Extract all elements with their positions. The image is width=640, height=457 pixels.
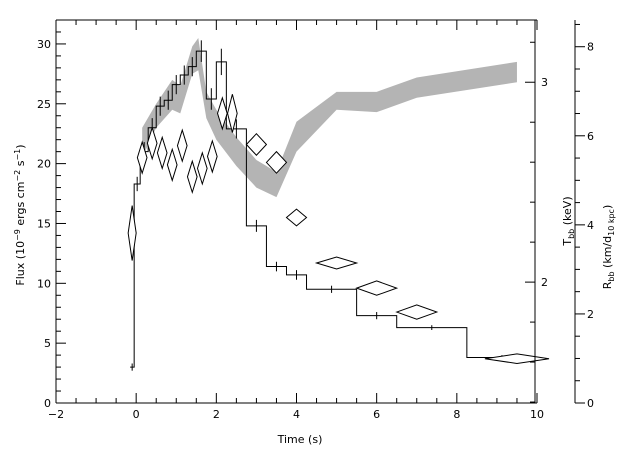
radius-tick-label: 8 bbox=[587, 41, 594, 54]
temperature-band bbox=[142, 37, 517, 198]
temperature-tick-label: 2 bbox=[541, 276, 548, 289]
radius-diamond bbox=[484, 353, 550, 365]
x-axis-label: Time (s) bbox=[277, 433, 323, 446]
radius-diamond bbox=[186, 159, 198, 195]
radius-tick-label: 0 bbox=[587, 397, 594, 410]
y-tick-label: 0 bbox=[44, 397, 51, 410]
y-axis-label-temperature: Tbb (keV) bbox=[561, 196, 576, 246]
radius-diamond bbox=[166, 147, 178, 183]
radius-tick-label: 2 bbox=[587, 308, 594, 321]
temperature-band-area bbox=[142, 37, 517, 198]
y-tick-label: 5 bbox=[44, 337, 51, 350]
radius-diamond bbox=[265, 150, 288, 174]
y-tick-label: 30 bbox=[37, 38, 51, 51]
x-tick-label: 6 bbox=[373, 408, 380, 421]
radius-diamond bbox=[206, 139, 218, 174]
y-tick-label: 25 bbox=[37, 98, 51, 111]
radius-diamond bbox=[196, 151, 208, 186]
x-tick-label: 8 bbox=[453, 408, 460, 421]
radius-diamond bbox=[314, 256, 359, 270]
radius-diamond bbox=[127, 205, 137, 261]
radius-tick-label: 6 bbox=[587, 130, 594, 143]
y-tick-label: 10 bbox=[37, 277, 51, 290]
x-tick-label: 0 bbox=[133, 408, 140, 421]
y-axis-label-flux: Flux (10−9 ergs cm−2 s−1) bbox=[13, 144, 27, 285]
y-tick-label: 20 bbox=[37, 158, 51, 171]
radius-diamond bbox=[227, 94, 238, 133]
radius-diamonds bbox=[127, 94, 550, 365]
radius-diamond bbox=[355, 280, 399, 296]
radius-diamond bbox=[146, 126, 158, 161]
y-tick-label: 15 bbox=[37, 217, 51, 230]
y-axis-label-radius: Rbb (km/d10 kpc) bbox=[601, 205, 616, 290]
temperature-tick-label: 3 bbox=[541, 76, 548, 89]
x-tick-label: 4 bbox=[293, 408, 300, 421]
x-tick-label: 2 bbox=[213, 408, 220, 421]
flux-histogram bbox=[130, 40, 537, 371]
radius-diamond bbox=[285, 208, 308, 227]
radius-tick-label: 4 bbox=[587, 219, 594, 232]
radius-diamond bbox=[136, 140, 148, 175]
x-tick-label: −2 bbox=[48, 408, 64, 421]
x-tick-label: 10 bbox=[530, 408, 544, 421]
radius-diamond bbox=[156, 135, 168, 171]
radius-diamond bbox=[395, 304, 439, 320]
radius-diamond bbox=[245, 132, 268, 156]
radius-diamond bbox=[176, 128, 188, 163]
